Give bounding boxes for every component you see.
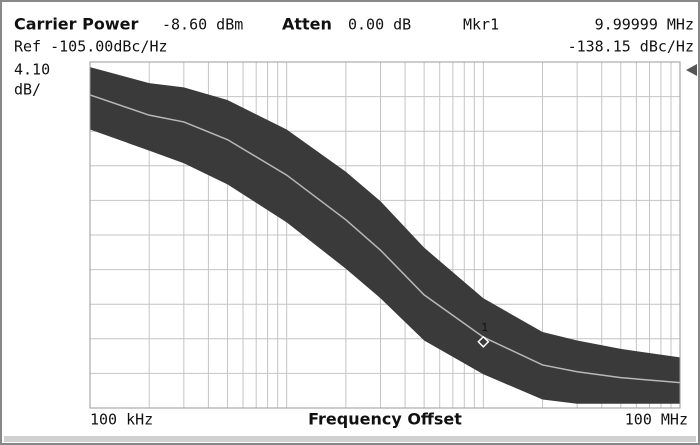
marker-label: Mkr1 — [463, 16, 499, 34]
marker — [477, 335, 490, 348]
scroll-arrow[interactable] — [686, 64, 697, 76]
atten-value: 0.00 dB — [348, 16, 411, 34]
plot-border — [89, 61, 681, 409]
marker-level: -138.15 dBc/Hz — [568, 38, 694, 56]
carrier-value: -8.60 dBm — [162, 16, 243, 34]
bottom-bar — [4, 436, 696, 442]
x-stop: 100 MHz — [625, 411, 688, 429]
scale-unit: dB/ — [14, 81, 41, 99]
x-axis-title: Frequency Offset — [308, 410, 462, 429]
ref-level: Ref -105.00dBc/Hz — [14, 38, 168, 56]
atten-label: Atten — [282, 15, 332, 34]
marker-number: 1 — [481, 321, 488, 334]
noise-band — [90, 67, 680, 404]
marker-freq: 9.99999 MHz — [595, 16, 694, 34]
x-start: 100 kHz — [90, 411, 153, 429]
scale-value: 4.10 — [14, 61, 50, 79]
trace — [89, 94, 681, 384]
carrier-label: Carrier Power — [14, 15, 138, 34]
